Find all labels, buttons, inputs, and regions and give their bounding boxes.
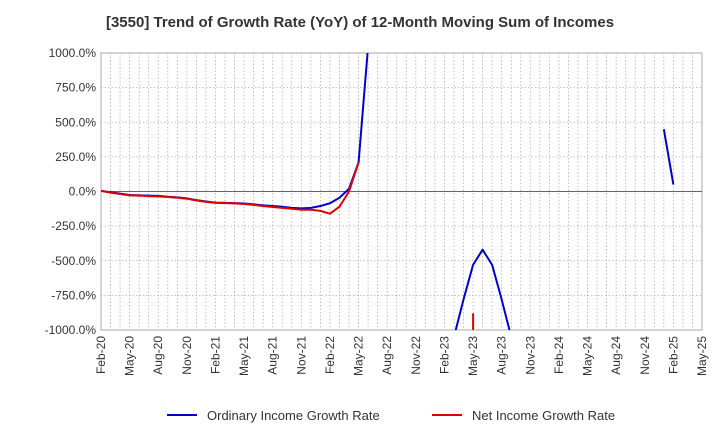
- legend-item-ordinary: Ordinary Income Growth Rate: [167, 404, 380, 426]
- series-line-net: [101, 162, 360, 215]
- series-line-ordinary: [662, 129, 675, 185]
- x-tick-label: Nov-24: [638, 336, 652, 375]
- chart-plot: 1000.0% 750.0% 500.0% 250.0% 0.0% -250.0% -500…: [45, 46, 709, 376]
- x-tick-label: Aug-24: [609, 336, 623, 375]
- legend-item-net: Net Income Growth Rate: [432, 404, 615, 426]
- series-lines: [101, 53, 675, 330]
- legend-swatch-net: [432, 414, 462, 416]
- legend-swatch-ordinary: [167, 414, 197, 416]
- y-tick-label: 250.0%: [55, 150, 96, 164]
- x-tick-label: Nov-21: [294, 336, 308, 375]
- y-axis-ticks: 1000.0% 750.0% 500.0% 250.0% 0.0% -250.0% -500…: [45, 46, 97, 337]
- x-tick-label: Nov-22: [409, 336, 423, 375]
- y-tick-label: -500.0%: [51, 254, 96, 268]
- y-tick-label: 750.0%: [55, 81, 96, 95]
- x-tick-label: May-22: [352, 336, 366, 376]
- legend-label-net: Net Income Growth Rate: [472, 407, 616, 423]
- grid-lines: [100, 52, 703, 331]
- x-tick-label: May-23: [466, 336, 480, 376]
- series-line-ordinary: [454, 248, 511, 330]
- x-tick-label: Feb-20: [94, 336, 108, 374]
- x-tick-label: Feb-25: [666, 336, 680, 374]
- x-tick-label: May-25: [695, 336, 709, 376]
- x-axis-ticks: Feb-20 May-20 Aug-20 Nov-20 Feb-21 May-21 Aug-…: [94, 336, 709, 376]
- x-tick-label: May-21: [237, 336, 251, 376]
- y-tick-label: 1000.0%: [49, 46, 97, 60]
- legend: Ordinary Income Growth Rate Net Income G…: [0, 404, 720, 426]
- x-tick-label: Aug-23: [495, 336, 509, 375]
- y-tick-label: -1000.0%: [45, 323, 97, 337]
- x-tick-label: May-24: [581, 336, 595, 376]
- chart-title: [3550] Trend of Growth Rate (YoY) of 12-…: [105, 14, 615, 31]
- y-tick-label: 500.0%: [55, 115, 96, 129]
- x-tick-label: Nov-23: [523, 336, 537, 375]
- x-tick-label: Feb-21: [208, 336, 222, 374]
- y-tick-label: -750.0%: [51, 288, 96, 302]
- x-tick-label: Aug-22: [380, 336, 394, 375]
- y-tick-label: -250.0%: [51, 219, 96, 233]
- y-tick-label: 0.0%: [69, 185, 97, 199]
- x-tick-label: May-20: [123, 336, 137, 376]
- x-tick-label: Aug-20: [151, 336, 165, 375]
- x-tick-label: Feb-22: [323, 336, 337, 374]
- x-tick-label: Nov-20: [180, 336, 194, 375]
- legend-label-ordinary: Ordinary Income Growth Rate: [207, 407, 380, 423]
- x-tick-label: Feb-23: [437, 336, 451, 374]
- x-tick-label: Feb-24: [552, 336, 566, 374]
- x-tick-label: Aug-21: [266, 336, 280, 375]
